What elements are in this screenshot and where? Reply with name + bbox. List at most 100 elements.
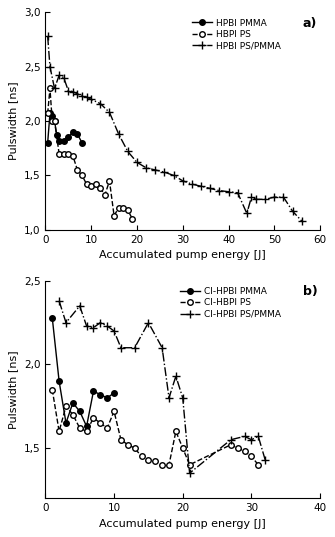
CI-HPBI PS/PMMA <box>256 433 260 440</box>
Legend: HPBI PMMA, HBPI PS, HPBI PS/PMMA: HPBI PMMA, HBPI PS, HPBI PS/PMMA <box>191 17 283 52</box>
CI-HPBI PS/PMMA <box>174 373 178 379</box>
HPBI PS/PMMA <box>46 33 50 40</box>
HPBI PMMA <box>53 118 57 124</box>
HBPI PS <box>89 183 93 190</box>
CI-HPBI PS/PMMA <box>105 323 109 329</box>
HBPI PS <box>103 192 107 198</box>
CI-HBPI PS <box>229 441 233 448</box>
CI-HPBI PS/PMMA <box>133 345 137 351</box>
HPBI PMMA <box>75 131 79 137</box>
HPBI PS/PMMA <box>226 188 230 195</box>
HBPI PS <box>108 178 112 184</box>
HBPI PS <box>66 150 70 157</box>
CI-HBPI PS <box>50 386 54 393</box>
CI-HPBI PS/PMMA <box>78 303 82 309</box>
HPBI PS/PMMA <box>57 72 61 78</box>
CI-HPBI PS/PMMA <box>263 456 267 463</box>
HBPI PS <box>130 216 134 222</box>
CI-HPBI PS/PMMA <box>181 395 185 401</box>
CI-HBPI PS <box>167 462 171 468</box>
HPBI PS/PMMA <box>190 181 194 187</box>
CI-HBPI PS <box>139 453 143 460</box>
HPBI PS/PMMA <box>117 131 121 137</box>
HPBI PS/PMMA <box>245 210 249 216</box>
CI-HPBI PMMA <box>50 314 54 321</box>
CI-HPBI PS/PMMA <box>64 320 68 326</box>
CI-HPBI PMMA <box>112 390 116 396</box>
CI-HPBI PMMA <box>91 388 95 395</box>
HPBI PS/PMMA <box>48 63 52 70</box>
CI-HPBI PS/PMMA <box>250 437 254 443</box>
HPBI PS/PMMA <box>217 187 221 194</box>
X-axis label: Accumulated pump energy [J]: Accumulated pump energy [J] <box>99 250 266 260</box>
CI-HBPI PS <box>188 462 192 468</box>
Line: CI-HPBI PMMA: CI-HPBI PMMA <box>50 315 117 429</box>
HPBI PS/PMMA <box>80 93 84 99</box>
CI-HPBI PMMA <box>64 420 68 426</box>
HBPI PS <box>75 166 79 173</box>
Line: HBPI PS: HBPI PS <box>45 85 135 222</box>
HPBI PS/PMMA <box>98 100 102 107</box>
Text: b): b) <box>303 285 317 298</box>
CI-HPBI PS/PMMA <box>160 345 164 351</box>
Line: HPBI PS/PMMA: HPBI PS/PMMA <box>44 32 306 225</box>
CI-HPBI PS/PMMA <box>167 395 171 401</box>
CI-HBPI PS <box>146 456 150 463</box>
CI-HBPI PS <box>153 458 157 465</box>
CI-HPBI PS/PMMA <box>119 345 123 351</box>
HPBI PS/PMMA <box>291 208 295 214</box>
HPBI PMMA <box>50 112 54 119</box>
CI-HBPI PS <box>126 441 130 448</box>
HPBI PMMA <box>46 140 50 146</box>
CI-HBPI PS <box>236 445 240 451</box>
X-axis label: Accumulated pump energy [J]: Accumulated pump energy [J] <box>99 519 266 528</box>
HPBI PS/PMMA <box>236 190 240 196</box>
CI-HBPI PS <box>64 403 68 410</box>
CI-HBPI PS <box>243 448 247 455</box>
HPBI PS/PMMA <box>71 89 75 95</box>
HPBI PS/PMMA <box>126 148 130 155</box>
Line: HPBI PMMA: HPBI PMMA <box>45 111 85 146</box>
CI-HPBI PMMA <box>98 391 102 398</box>
HBPI PS <box>121 205 125 211</box>
HPBI PS/PMMA <box>300 218 304 224</box>
HPBI PMMA <box>71 129 75 135</box>
CI-HBPI PS <box>112 408 116 415</box>
HPBI PS/PMMA <box>254 196 258 202</box>
HPBI PMMA <box>55 132 59 139</box>
HPBI PS/PMMA <box>135 159 139 165</box>
CI-HBPI PS <box>98 420 102 426</box>
Y-axis label: Pulswidth [ns]: Pulswidth [ns] <box>8 350 18 429</box>
HPBI PS/PMMA <box>172 172 176 179</box>
CI-HBPI PS <box>250 453 254 460</box>
HPBI PMMA <box>57 137 61 144</box>
HPBI PS/PMMA <box>66 88 70 94</box>
HBPI PS <box>50 118 54 124</box>
HBPI PS <box>117 205 121 211</box>
HBPI PS <box>80 172 84 179</box>
HPBI PMMA <box>62 137 66 144</box>
HBPI PS <box>84 181 88 187</box>
CI-HPBI PS/PMMA <box>112 328 116 334</box>
HPBI PS/PMMA <box>281 194 285 200</box>
HBPI PS <box>126 207 130 213</box>
CI-HBPI PS <box>181 445 185 451</box>
HPBI PS/PMMA <box>162 169 166 176</box>
CI-HBPI PS <box>57 428 61 434</box>
HBPI PS <box>53 118 57 124</box>
HPBI PS/PMMA <box>272 194 276 200</box>
HPBI PS/PMMA <box>181 178 185 184</box>
CI-HBPI PS <box>71 411 75 418</box>
CI-HBPI PS <box>119 437 123 443</box>
CI-HBPI PS <box>133 445 137 451</box>
HPBI PS/PMMA <box>153 166 157 173</box>
HPBI PS/PMMA <box>199 183 203 190</box>
HBPI PS <box>98 185 102 192</box>
HPBI PS/PMMA <box>263 196 267 202</box>
HBPI PS <box>94 181 98 187</box>
HPBI PS/PMMA <box>75 91 79 97</box>
CI-HPBI PMMA <box>84 423 88 430</box>
HPBI PS/PMMA <box>250 194 254 200</box>
Legend: CI-HPBI PMMA, CI-HBPI PS, CI-HPBI PS/PMMA: CI-HPBI PMMA, CI-HBPI PS, CI-HPBI PS/PMM… <box>179 285 283 321</box>
CI-HBPI PS <box>174 428 178 434</box>
